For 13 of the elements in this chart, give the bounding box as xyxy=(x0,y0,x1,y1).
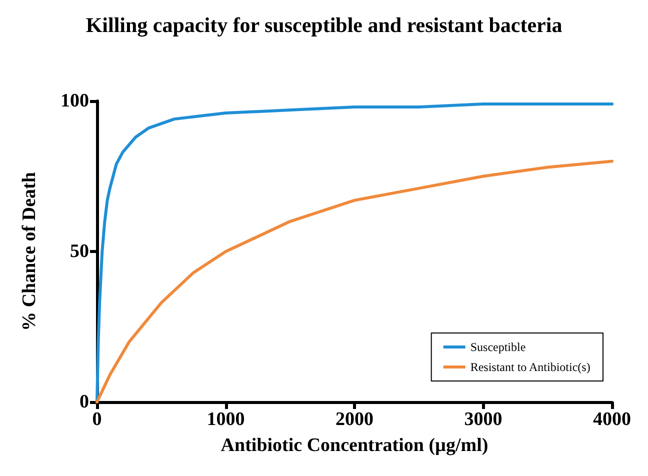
x-axis-title: Antibiotic Concentration (µg/ml) xyxy=(220,435,488,456)
x-tick-label: 2000 xyxy=(336,409,374,430)
x-tick-label: 4000 xyxy=(593,409,631,430)
x-tick-label: 0 xyxy=(92,409,102,430)
y-tick-label: 100 xyxy=(60,90,89,112)
y-axis-title: % Chance of Death xyxy=(19,172,40,331)
y-tick-label: 0 xyxy=(80,392,89,412)
chart-title: Killing capacity for susceptible and resistant bacteria xyxy=(86,13,563,37)
x-tick-label: 1000 xyxy=(206,409,245,430)
x-tick-label: 3000 xyxy=(464,409,502,430)
legend-label: Susceptible xyxy=(470,340,526,354)
y-tick-label: 50 xyxy=(70,241,89,262)
legend-label: Resistant to Antibiotic(s) xyxy=(470,360,590,374)
